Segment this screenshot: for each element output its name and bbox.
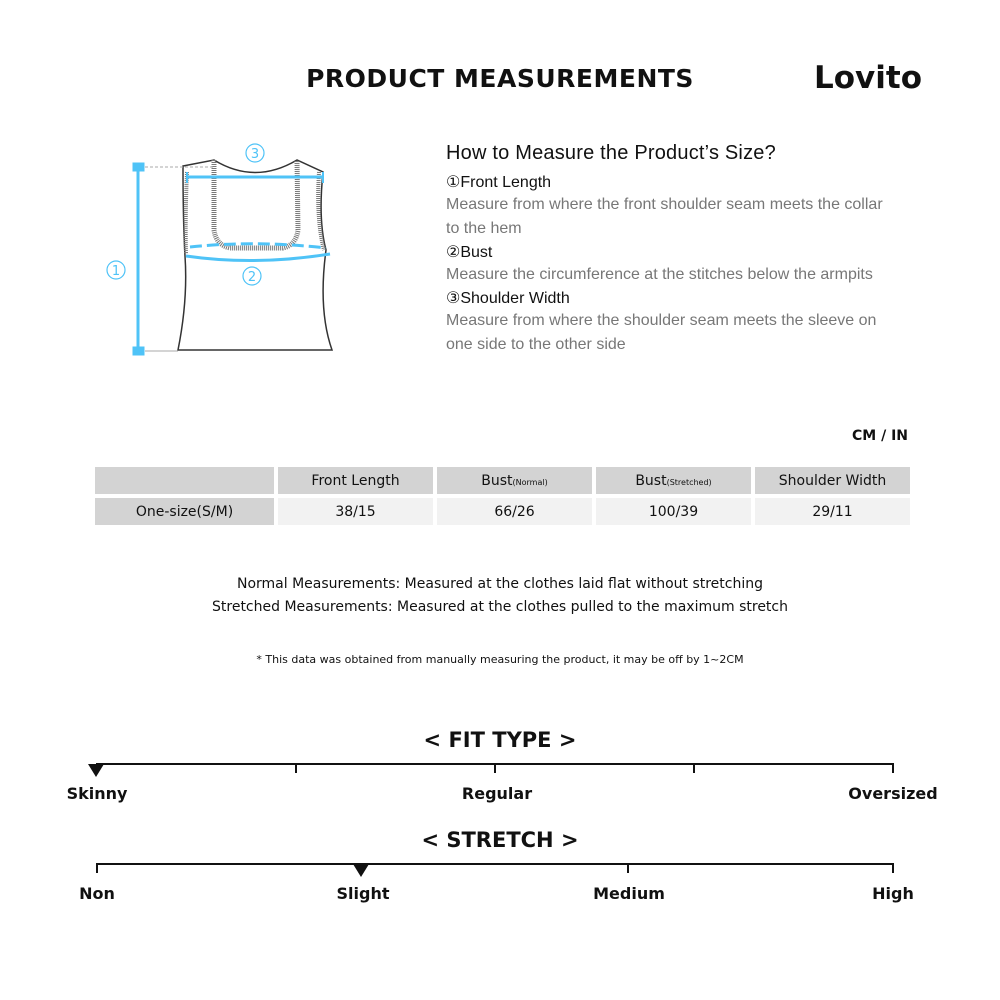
header-front-length: Front Length xyxy=(278,467,433,494)
size-cell: One-size(S/M) xyxy=(95,498,274,525)
stretch-scale-line xyxy=(96,863,894,865)
note-stretched: Stretched Measurements: Measured at the … xyxy=(212,599,788,615)
howto-desc: Measure from where the front shoulder se… xyxy=(446,196,883,237)
stretch-label-slight: Slight xyxy=(336,884,390,903)
value-cell: 38/15 xyxy=(278,498,433,525)
howto-desc: Measure the circumference at the stitche… xyxy=(446,266,873,283)
fit-tick xyxy=(693,764,695,773)
label-1: 1 xyxy=(112,264,120,279)
brand-logo: Lovito xyxy=(814,60,923,96)
label-2: 2 xyxy=(248,270,256,285)
stretch-label-medium: Medium xyxy=(593,884,665,903)
header-empty xyxy=(95,467,274,494)
stretch-label-high: High xyxy=(872,884,914,903)
header-sub: (Normal) xyxy=(512,477,548,487)
stretch-title: < STRETCH > xyxy=(421,828,579,852)
fit-type-title: < FIT TYPE > xyxy=(423,728,577,752)
howto-heading: ①Front Length xyxy=(446,174,552,191)
header-sub: (Stretched) xyxy=(666,477,712,487)
stretch-tick xyxy=(627,864,629,873)
stretch-tick xyxy=(96,864,98,873)
header-shoulder-width: Shoulder Width xyxy=(755,467,910,494)
value-cell: 29/11 xyxy=(755,498,910,525)
stretch-label-non: Non xyxy=(79,884,115,903)
header-bust-stretched: Bust(Stretched) xyxy=(596,467,751,494)
howto-heading: ③Shoulder Width xyxy=(446,290,570,307)
how-to-measure: How to Measure the Product’s Size? ①Fron… xyxy=(446,142,886,359)
header-text: Bust xyxy=(481,472,513,489)
stretch-marker-icon xyxy=(353,864,369,877)
table-row: One-size(S/M) 38/15 66/26 100/39 29/11 xyxy=(95,498,910,525)
value-cell: 100/39 xyxy=(596,498,751,525)
disclaimer: * This data was obtained from manually m… xyxy=(256,653,744,666)
size-table: Front Length Bust(Normal) Bust(Stretched… xyxy=(91,463,914,529)
garment-diagram: 3 2 1 xyxy=(106,143,334,356)
note-normal: Normal Measurements: Measured at the clo… xyxy=(237,576,763,592)
header-text: Bust xyxy=(635,472,667,489)
table-header-row: Front Length Bust(Normal) Bust(Stretched… xyxy=(95,467,910,494)
fit-label-skinny: Skinny xyxy=(66,784,128,803)
fit-label-regular: Regular xyxy=(461,784,533,803)
value-cell: 66/26 xyxy=(437,498,592,525)
fit-label-oversized: Oversized xyxy=(848,784,938,803)
header-bust-normal: Bust(Normal) xyxy=(437,467,592,494)
fit-marker-icon xyxy=(88,764,104,777)
measurement-notes: Normal Measurements: Measured at the clo… xyxy=(0,573,1000,619)
page-title: PRODUCT MEASUREMENTS xyxy=(306,64,694,93)
unit-label: CM / IN xyxy=(852,428,908,444)
howto-heading: ②Bust xyxy=(446,244,493,261)
howto-title: How to Measure the Product’s Size? xyxy=(446,142,776,164)
fit-tick xyxy=(494,764,496,773)
label-3: 3 xyxy=(251,147,259,162)
fit-tick xyxy=(295,764,297,773)
stretch-tick xyxy=(892,864,894,873)
fit-tick xyxy=(892,764,894,773)
howto-desc: Measure from where the shoulder seam mee… xyxy=(446,312,877,353)
